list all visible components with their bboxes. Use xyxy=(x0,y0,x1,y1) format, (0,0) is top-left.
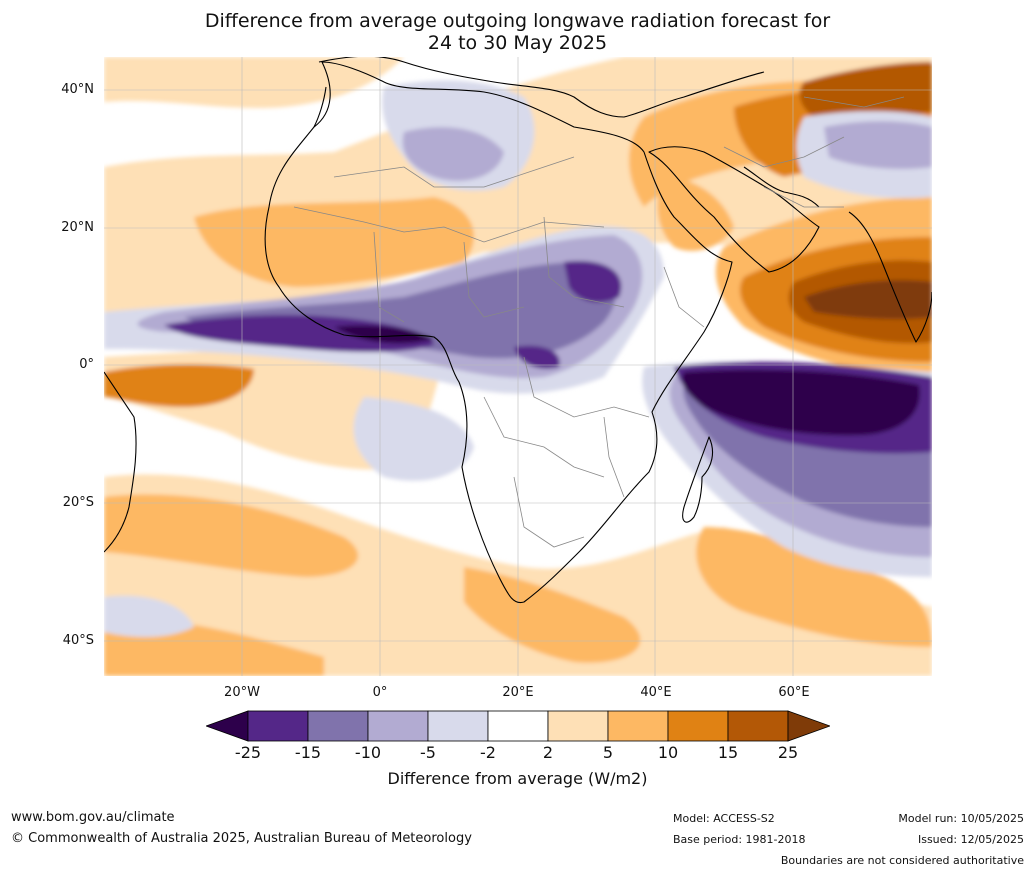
colorbar-segment xyxy=(607,710,669,742)
colorbar-tick-label: 15 xyxy=(717,743,739,762)
lon-label-20w: 20°W xyxy=(224,685,260,700)
colorbar-segment xyxy=(427,710,489,742)
colorbar-tick-label: -10 xyxy=(354,743,382,762)
colorbar-tick-label: 2 xyxy=(542,743,554,762)
footer-issued: Issued: 12/05/2025 xyxy=(917,833,1024,846)
colorbar-segment xyxy=(667,710,729,742)
footer-copyright: © Commonwealth of Australia 2025, Austra… xyxy=(11,831,472,846)
colorbar-tick-label: -5 xyxy=(420,743,436,762)
colorbar-segment xyxy=(487,710,549,742)
colorbar-tick-label: -2 xyxy=(480,743,496,762)
lat-label-20s: 20°S xyxy=(62,495,94,510)
colorbar-segment xyxy=(247,710,309,742)
colorbar-tick-label: 25 xyxy=(777,743,799,762)
lat-label-40n: 40°N xyxy=(61,82,94,97)
colorbar-segment xyxy=(204,710,249,742)
title-line-2: 24 to 30 May 2025 xyxy=(427,32,608,54)
colorbar-title: Difference from average (W/m2) xyxy=(387,769,648,788)
footer-website: www.bom.gov.au/climate xyxy=(11,810,175,825)
colorbar-tick-label: -25 xyxy=(234,743,262,762)
lon-label-60e: 60°E xyxy=(778,685,810,700)
lat-label-0: 0° xyxy=(79,357,94,372)
lon-label-20e: 20°E xyxy=(502,685,534,700)
footer-model: Model: ACCESS-S2 xyxy=(673,812,775,825)
colorbar-segment xyxy=(547,710,609,742)
map-title: Difference from average outgoing longwav… xyxy=(0,10,1035,54)
colorbar xyxy=(204,710,832,746)
lon-label-40e: 40°E xyxy=(640,685,672,700)
colorbar-tick-label: 5 xyxy=(602,743,614,762)
colorbar-tick-label: 10 xyxy=(657,743,679,762)
footer-disclaimer: Boundaries are not considered authoritat… xyxy=(780,854,1024,867)
colorbar-tick-label: -15 xyxy=(294,743,322,762)
lat-label-20n: 20°N xyxy=(61,220,94,235)
title-line-1: Difference from average outgoing longwav… xyxy=(204,10,831,32)
anomaly-map xyxy=(104,57,932,676)
colorbar-segment xyxy=(307,710,369,742)
colorbar-segment xyxy=(787,710,832,742)
colorbar-segment xyxy=(727,710,789,742)
footer-model-run: Model run: 10/05/2025 xyxy=(898,812,1024,825)
footer-base-period: Base period: 1981-2018 xyxy=(673,833,806,846)
lon-label-0: 0° xyxy=(372,685,388,700)
colorbar-segment xyxy=(367,710,429,742)
lat-label-40s: 40°S xyxy=(62,633,94,648)
